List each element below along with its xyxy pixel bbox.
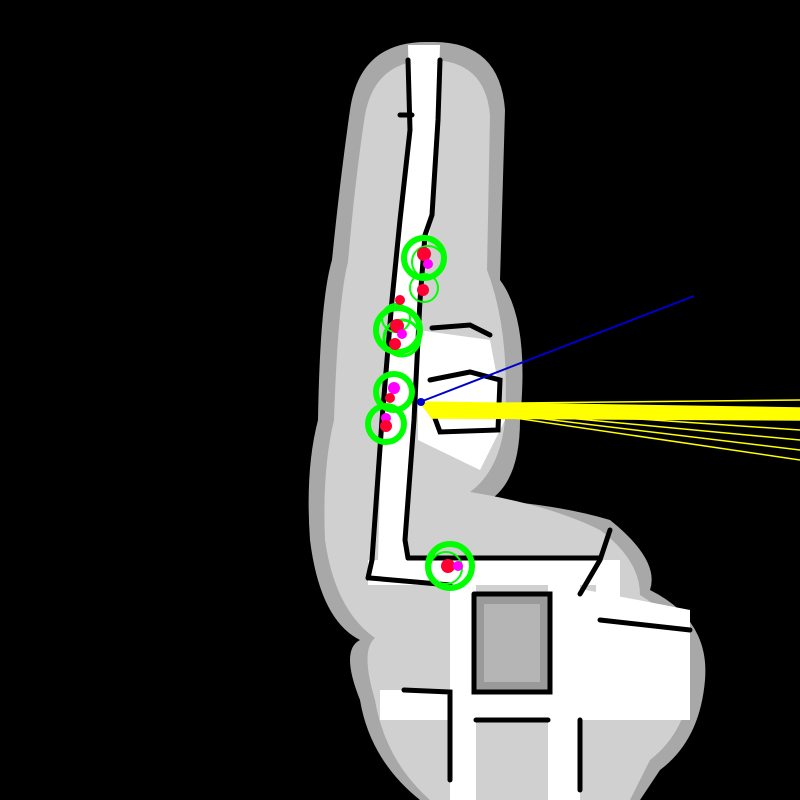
- wall-left: [365, 57, 413, 581]
- wall-room-outline: [471, 591, 553, 695]
- wall-right: [402, 57, 443, 561]
- particle-cluster-icon: [373, 303, 423, 358]
- robot-heading-line: [419, 295, 695, 403]
- person-detection-icon: [417, 247, 433, 269]
- laser-ray: [419, 403, 800, 461]
- person-detection-icon: [389, 295, 407, 350]
- laser-ray: [419, 403, 800, 441]
- person-detection-icon: [385, 382, 400, 403]
- wall-side-room: [429, 322, 493, 338]
- person-detection-icon: [417, 284, 429, 296]
- free-space: [368, 45, 690, 800]
- detections: [380, 247, 463, 573]
- laser-ray: [419, 403, 800, 431]
- laser-scan: [418, 399, 800, 461]
- room-block-inner: [484, 604, 540, 682]
- particle-cluster-icon: [401, 235, 447, 303]
- laser-ray: [419, 403, 800, 451]
- laser-ray: [419, 399, 800, 405]
- robot-pose-icon: [417, 398, 425, 406]
- person-detection-icon: [441, 559, 463, 573]
- particle-cluster-icon: [365, 403, 407, 445]
- particle-clusters: [365, 235, 475, 591]
- walls: [365, 57, 693, 793]
- person-detection-icon: [380, 413, 392, 432]
- wall-lower-right: [577, 527, 613, 597]
- wall-lower-left: [401, 687, 453, 783]
- wall-right-edge: [597, 617, 693, 633]
